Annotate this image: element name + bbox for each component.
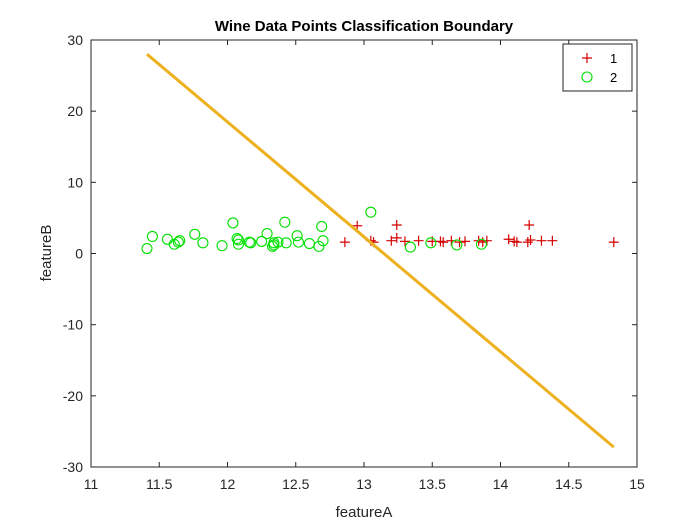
class-2-point [279, 216, 291, 228]
x-tick-label: 11.5 [146, 476, 172, 492]
data-marks [141, 53, 619, 449]
plot-area [91, 40, 637, 467]
class-1-point [386, 235, 397, 246]
class-2-point [292, 236, 305, 248]
chart-title: Wine Data Points Classification Boundary [215, 18, 514, 35]
x-tick-label: 15 [629, 476, 645, 492]
class-2-point [256, 235, 268, 247]
class-2-point [261, 228, 273, 240]
class-2-point [272, 236, 284, 248]
decision-boundary-line [146, 53, 615, 449]
y-tick-label: 10 [67, 174, 83, 190]
class-1-point [547, 235, 558, 246]
class-1-point [525, 234, 536, 245]
class-1-point [503, 234, 514, 245]
class-2-point [316, 220, 328, 233]
class-2-point [174, 235, 186, 247]
class-2-point [189, 228, 201, 240]
y-tick-label: -20 [63, 388, 83, 404]
class-2-point [365, 206, 377, 218]
class-2-point [313, 240, 325, 252]
y-tick-label: 30 [67, 32, 83, 48]
y-tick-label: 20 [67, 103, 83, 119]
x-tick-label: 14.5 [555, 476, 582, 492]
class-1-point [522, 237, 533, 248]
class-2-point [146, 230, 158, 242]
class-2-point [232, 234, 244, 246]
x-tick-label: 14 [493, 476, 509, 492]
y-tick-label: 0 [75, 246, 83, 262]
class-1-point [608, 237, 619, 248]
class-2-point [451, 239, 463, 251]
class-2-point [172, 236, 184, 248]
class-2-point [425, 237, 437, 249]
class-1-point [391, 220, 402, 231]
x-tick-label: 13 [356, 476, 372, 492]
legend-box [562, 43, 633, 92]
class-2-point [317, 235, 329, 247]
class-1-point [391, 232, 402, 243]
x-tick-label: 13.5 [419, 476, 446, 492]
class-1-point [460, 236, 471, 247]
legend-label: 1 [610, 51, 617, 66]
class-1-point [399, 236, 410, 247]
y-axis-label: featureB [38, 225, 55, 282]
x-tick-label: 11 [84, 476, 99, 492]
class-1-point [511, 237, 522, 248]
y-tick-label: -10 [63, 317, 83, 333]
class-1-point [339, 237, 350, 248]
class-1-point [438, 237, 449, 248]
class-2-point [280, 237, 292, 249]
plot-background [91, 40, 637, 467]
class-2-point [291, 230, 303, 242]
legend: 12 [562, 43, 633, 92]
class-1-point [509, 236, 520, 247]
class-1-point [413, 235, 424, 246]
x-axis-label: featureA [336, 504, 393, 521]
class-2-point [245, 237, 257, 249]
legend-marker-plus [582, 53, 592, 63]
class-2-point [231, 233, 243, 245]
x-tick-label: 12.5 [282, 476, 309, 492]
x-tick-label: 12 [220, 476, 236, 492]
class-2-point [216, 240, 228, 252]
class-2-point [232, 238, 244, 250]
legend-marker-circle [581, 71, 593, 83]
class-2-point [227, 217, 239, 229]
class-2-point [475, 238, 487, 250]
class-1-point [435, 236, 446, 247]
class-1-point [454, 237, 465, 248]
class-2-point [404, 241, 416, 253]
class-1-point [524, 220, 535, 231]
class-2-point [141, 242, 153, 255]
legend-label: 2 [610, 70, 617, 85]
y-tick-label: -30 [63, 459, 83, 475]
axes: 11 11.5 12 12.5 13 13.5 14 14.5 15-30-20-1001020… [63, 32, 645, 492]
class-1-point [352, 220, 363, 231]
class-2-point [197, 237, 209, 249]
class-1-point [536, 235, 547, 246]
